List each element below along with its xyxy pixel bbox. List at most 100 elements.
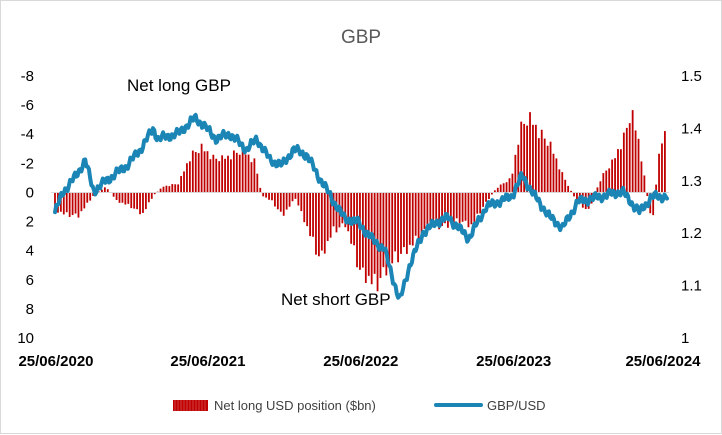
bar bbox=[142, 192, 144, 212]
bar bbox=[532, 125, 534, 193]
bar bbox=[204, 151, 206, 192]
bar bbox=[383, 192, 385, 267]
bar bbox=[597, 187, 599, 192]
bar bbox=[512, 174, 514, 193]
bar bbox=[265, 192, 267, 197]
x-tick-label: 25/06/2020 bbox=[18, 353, 93, 370]
bar bbox=[661, 143, 663, 192]
bar bbox=[424, 192, 426, 229]
bar bbox=[221, 155, 223, 192]
bar bbox=[89, 192, 91, 200]
bar bbox=[151, 192, 153, 198]
bar bbox=[160, 189, 162, 193]
bar bbox=[605, 171, 607, 193]
bar bbox=[83, 192, 85, 208]
bar bbox=[435, 192, 437, 222]
bar bbox=[620, 149, 622, 192]
bar bbox=[374, 192, 376, 273]
bar bbox=[256, 174, 258, 193]
x-tick-label: 25/06/2024 bbox=[625, 353, 701, 370]
bar bbox=[497, 188, 499, 193]
bar bbox=[421, 192, 423, 234]
bar bbox=[479, 192, 481, 213]
bar bbox=[242, 147, 244, 192]
bar bbox=[318, 192, 320, 256]
bar bbox=[233, 150, 235, 192]
right-tick-label: 1.3 bbox=[681, 173, 702, 190]
left-tick-label: -2 bbox=[21, 155, 34, 172]
bar bbox=[415, 192, 417, 235]
left-tick-label: 10 bbox=[17, 330, 34, 347]
left-tick-label: -4 bbox=[21, 126, 34, 143]
bar bbox=[253, 158, 255, 192]
bar bbox=[201, 144, 203, 193]
bar bbox=[192, 151, 194, 193]
bar bbox=[283, 192, 285, 215]
bar bbox=[380, 192, 382, 278]
bar bbox=[388, 192, 390, 262]
bar bbox=[664, 131, 666, 192]
bar bbox=[186, 163, 188, 192]
bar bbox=[306, 192, 308, 226]
bar bbox=[274, 192, 276, 206]
bar bbox=[315, 192, 317, 254]
bar bbox=[409, 192, 411, 244]
bar bbox=[553, 154, 555, 193]
bar bbox=[198, 153, 200, 192]
bar bbox=[69, 192, 71, 217]
bar bbox=[236, 153, 238, 193]
bar bbox=[189, 161, 191, 192]
legend-line-label: GBP/USD bbox=[487, 398, 546, 413]
bar bbox=[327, 192, 329, 241]
bar bbox=[148, 192, 150, 202]
bar bbox=[180, 176, 182, 192]
bar bbox=[397, 192, 399, 262]
bar bbox=[215, 159, 217, 193]
bar bbox=[359, 192, 361, 269]
bar bbox=[470, 192, 472, 224]
bar bbox=[280, 192, 282, 211]
bar bbox=[130, 192, 132, 208]
bar bbox=[119, 192, 121, 202]
bar bbox=[277, 192, 279, 209]
bar bbox=[262, 192, 264, 196]
bar bbox=[133, 192, 135, 208]
bar bbox=[139, 192, 141, 214]
bar bbox=[529, 112, 531, 192]
bar bbox=[174, 184, 176, 192]
bar bbox=[177, 184, 179, 192]
right-tick-label: 1.4 bbox=[681, 120, 702, 137]
bar bbox=[224, 159, 226, 193]
bar bbox=[78, 192, 80, 217]
left-tick-label: 2 bbox=[26, 214, 34, 231]
left-tick-label: 4 bbox=[26, 243, 34, 260]
bar bbox=[544, 139, 546, 193]
bar bbox=[629, 123, 631, 192]
right-tick-label: 1 bbox=[681, 330, 689, 347]
bar bbox=[547, 146, 549, 193]
bar bbox=[638, 139, 640, 193]
bar bbox=[538, 138, 540, 192]
bar bbox=[567, 186, 569, 193]
bar bbox=[324, 192, 326, 253]
bar bbox=[116, 192, 118, 200]
bar bbox=[86, 192, 88, 202]
annotation-net-short: Net short GBP bbox=[281, 290, 391, 309]
bar bbox=[210, 159, 212, 192]
bar bbox=[412, 192, 414, 245]
bar bbox=[163, 187, 165, 193]
bar bbox=[635, 130, 637, 192]
bar bbox=[476, 192, 478, 213]
left-tick-label: 8 bbox=[26, 301, 34, 318]
bar bbox=[561, 172, 563, 192]
annotation-net-long: Net long GBP bbox=[127, 76, 231, 95]
bar bbox=[292, 192, 294, 201]
bar bbox=[230, 159, 232, 192]
bar bbox=[66, 192, 68, 212]
bar bbox=[564, 180, 566, 193]
bar bbox=[321, 192, 323, 250]
bar bbox=[623, 133, 625, 193]
bar bbox=[218, 161, 220, 192]
